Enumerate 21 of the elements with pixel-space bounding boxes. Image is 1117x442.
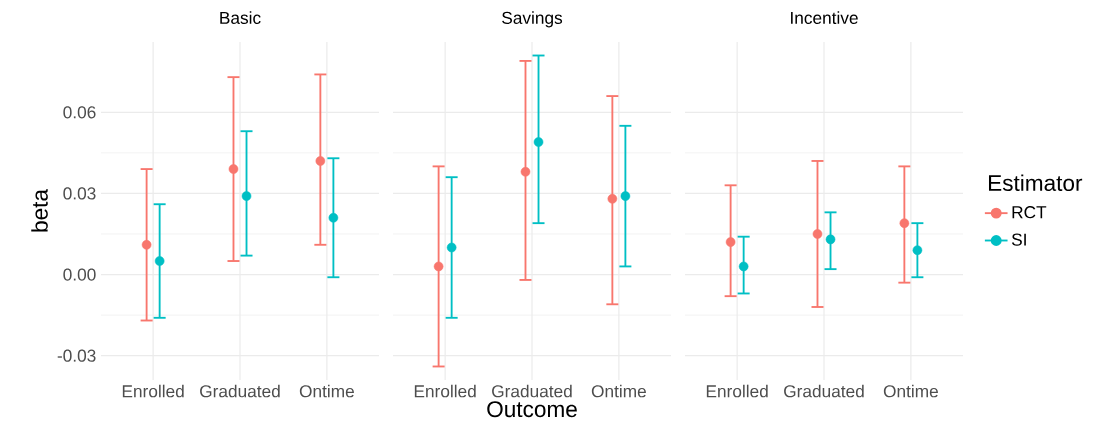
y-tick-label: -0.03: [57, 349, 96, 362]
chart-title: Basic: [220, 11, 261, 25]
legend-label: SI: [1011, 233, 1026, 246]
x-tick-label: Enrolled: [414, 384, 476, 398]
x-tick-label: Enrolled: [122, 384, 184, 398]
x-tick-label: Ontime: [591, 384, 646, 398]
x-axis-title: Outcome: [487, 401, 577, 418]
x-tick-label: Ontime: [299, 384, 354, 398]
y-axis-title: beta: [31, 189, 48, 232]
legend-title: Estimator: [988, 174, 1083, 192]
y-tick-label: 0.06: [63, 106, 96, 119]
y-tick-label: 0.03: [63, 187, 96, 200]
x-tick-label: Enrolled: [706, 384, 768, 398]
x-tick-label: Ontime: [883, 384, 938, 398]
chart-title: Savings: [502, 11, 563, 28]
chart-title: Incentive: [791, 11, 858, 25]
x-tick-label: Graduated: [200, 384, 280, 398]
legend-label: RCT: [1012, 206, 1047, 219]
x-tick-label: Graduated: [492, 384, 572, 398]
x-tick-label: Graduated: [784, 384, 864, 398]
y-tick-label: 0.00: [63, 268, 96, 281]
